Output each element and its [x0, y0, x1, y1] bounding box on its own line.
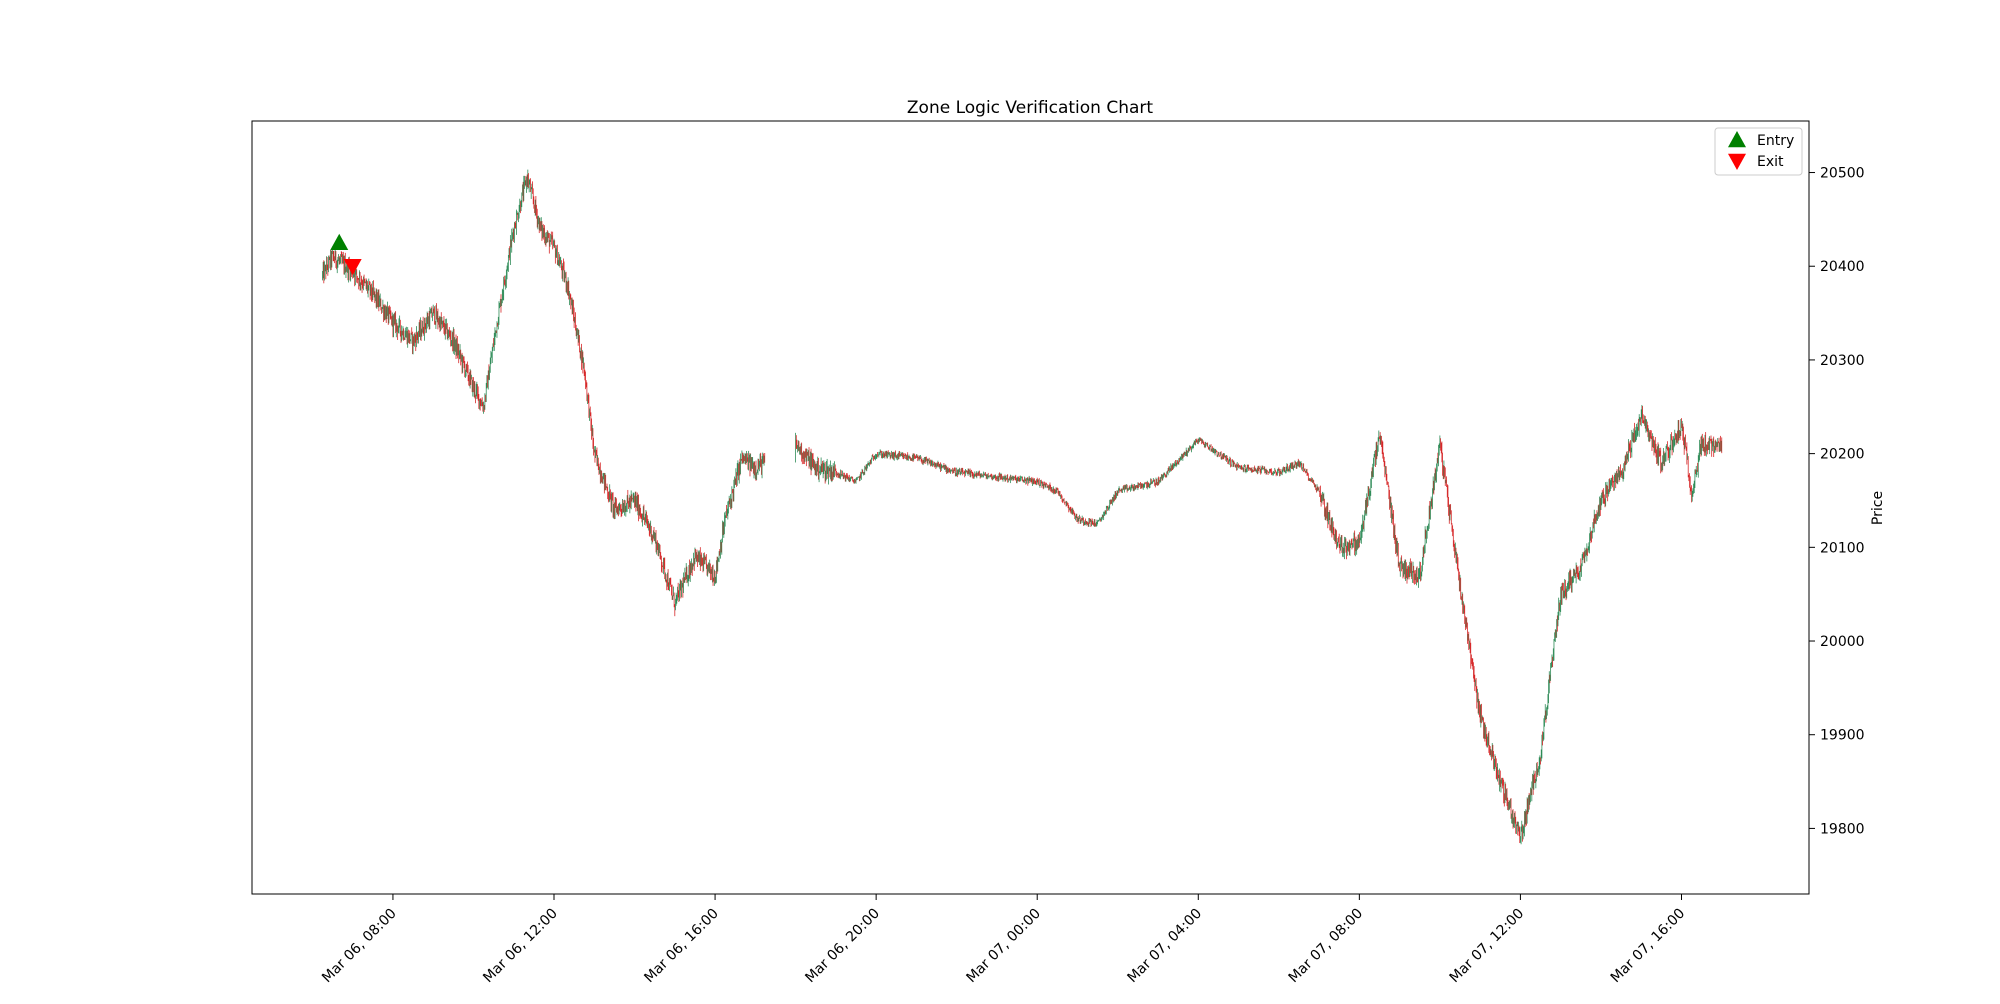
x-axis: Mar 06, 08:00 Mar 06, 12:00 Mar 06, 16:00 M…	[319, 894, 1688, 986]
x-tick-label: Mar 07, 08:00	[1286, 906, 1367, 987]
x-tick-label: Mar 06, 20:00	[802, 906, 883, 987]
y-tick-label: 20500	[1820, 166, 1865, 182]
y-tick-label: 20400	[1820, 259, 1865, 275]
x-tick-label: Mar 07, 12:00	[1447, 906, 1528, 987]
legend-entry-symbol	[1728, 131, 1746, 148]
legend-exit-symbol	[1728, 153, 1746, 170]
y-tick-label: 20200	[1820, 447, 1865, 463]
x-tick-label: Mar 06, 08:00	[319, 906, 400, 987]
x-tick-label: Mar 07, 00:00	[963, 906, 1044, 987]
y-tick-label: 19800	[1820, 821, 1865, 837]
entry-marker	[330, 233, 349, 251]
plot-frame	[251, 120, 1810, 895]
legend: Entry Exit	[1714, 127, 1803, 176]
y-axis: 19800 19900 20000 20100 20200 20300 20400 20500	[1809, 166, 1865, 837]
x-tick-label: Mar 06, 16:00	[641, 906, 722, 987]
y-tick-label: 20100	[1820, 540, 1865, 556]
y-axis-label: Price	[1870, 491, 1886, 525]
y-tick-label: 20000	[1820, 634, 1865, 650]
legend-exit-label: Exit	[1757, 154, 1784, 170]
x-tick-label: Mar 07, 04:00	[1125, 906, 1206, 987]
chart-title: Zone Logic Verification Chart	[907, 98, 1153, 118]
legend-entry-label: Entry	[1757, 133, 1794, 149]
x-tick-label: Mar 07, 16:00	[1608, 906, 1689, 987]
y-tick-label: 19900	[1820, 728, 1865, 744]
x-tick-label: Mar 06, 12:00	[480, 906, 561, 987]
y-tick-label: 20300	[1820, 353, 1865, 369]
trade-markers	[330, 233, 362, 276]
candlestick-series	[322, 169, 1723, 845]
exit-marker	[343, 259, 362, 276]
